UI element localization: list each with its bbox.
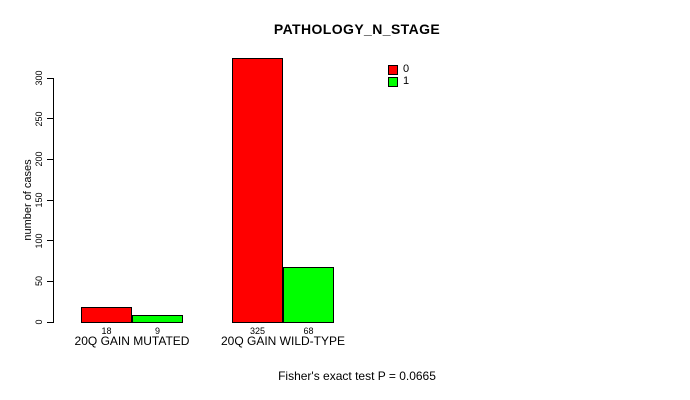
- bar-value-label: 9: [154, 326, 161, 336]
- y-tick: [47, 77, 53, 79]
- bar-value-label: 18: [101, 326, 112, 336]
- y-tick-label: 50: [34, 276, 44, 287]
- y-tick-label: 150: [34, 192, 44, 208]
- bar-value-label: 68: [303, 326, 314, 336]
- y-tick: [47, 118, 53, 120]
- y-tick: [47, 158, 53, 160]
- bar-1-group0: [132, 314, 183, 323]
- y-tick: [47, 240, 53, 242]
- legend-swatch: [388, 76, 398, 87]
- x-category-label: 20Q GAIN MUTATED: [74, 334, 190, 348]
- bar-1-group1: [283, 266, 334, 323]
- bar-0-group1: [232, 57, 283, 323]
- legend-label: 0: [403, 63, 410, 75]
- legend-label: 1: [403, 75, 410, 87]
- chart-title: PATHOLOGY_N_STAGE: [273, 21, 441, 37]
- legend-item: 0: [388, 64, 409, 75]
- bar-value-label: 325: [249, 326, 266, 336]
- y-tick: [47, 280, 53, 282]
- y-tick: [47, 321, 53, 323]
- y-tick-label: 250: [34, 111, 44, 127]
- y-tick-label: 100: [34, 233, 44, 249]
- bar-0-group0: [81, 307, 132, 323]
- y-axis-line: [53, 78, 54, 323]
- x-category-label: 20Q GAIN WILD-TYPE: [220, 334, 346, 348]
- y-tick-label: 200: [34, 151, 44, 167]
- legend-swatch: [388, 64, 398, 75]
- stat-test-caption: Fisher's exact test P = 0.0665: [278, 369, 436, 383]
- y-tick-label: 0: [34, 319, 44, 325]
- y-tick: [47, 199, 53, 201]
- y-tick-label: 300: [34, 70, 44, 86]
- legend-item: 1: [388, 76, 409, 87]
